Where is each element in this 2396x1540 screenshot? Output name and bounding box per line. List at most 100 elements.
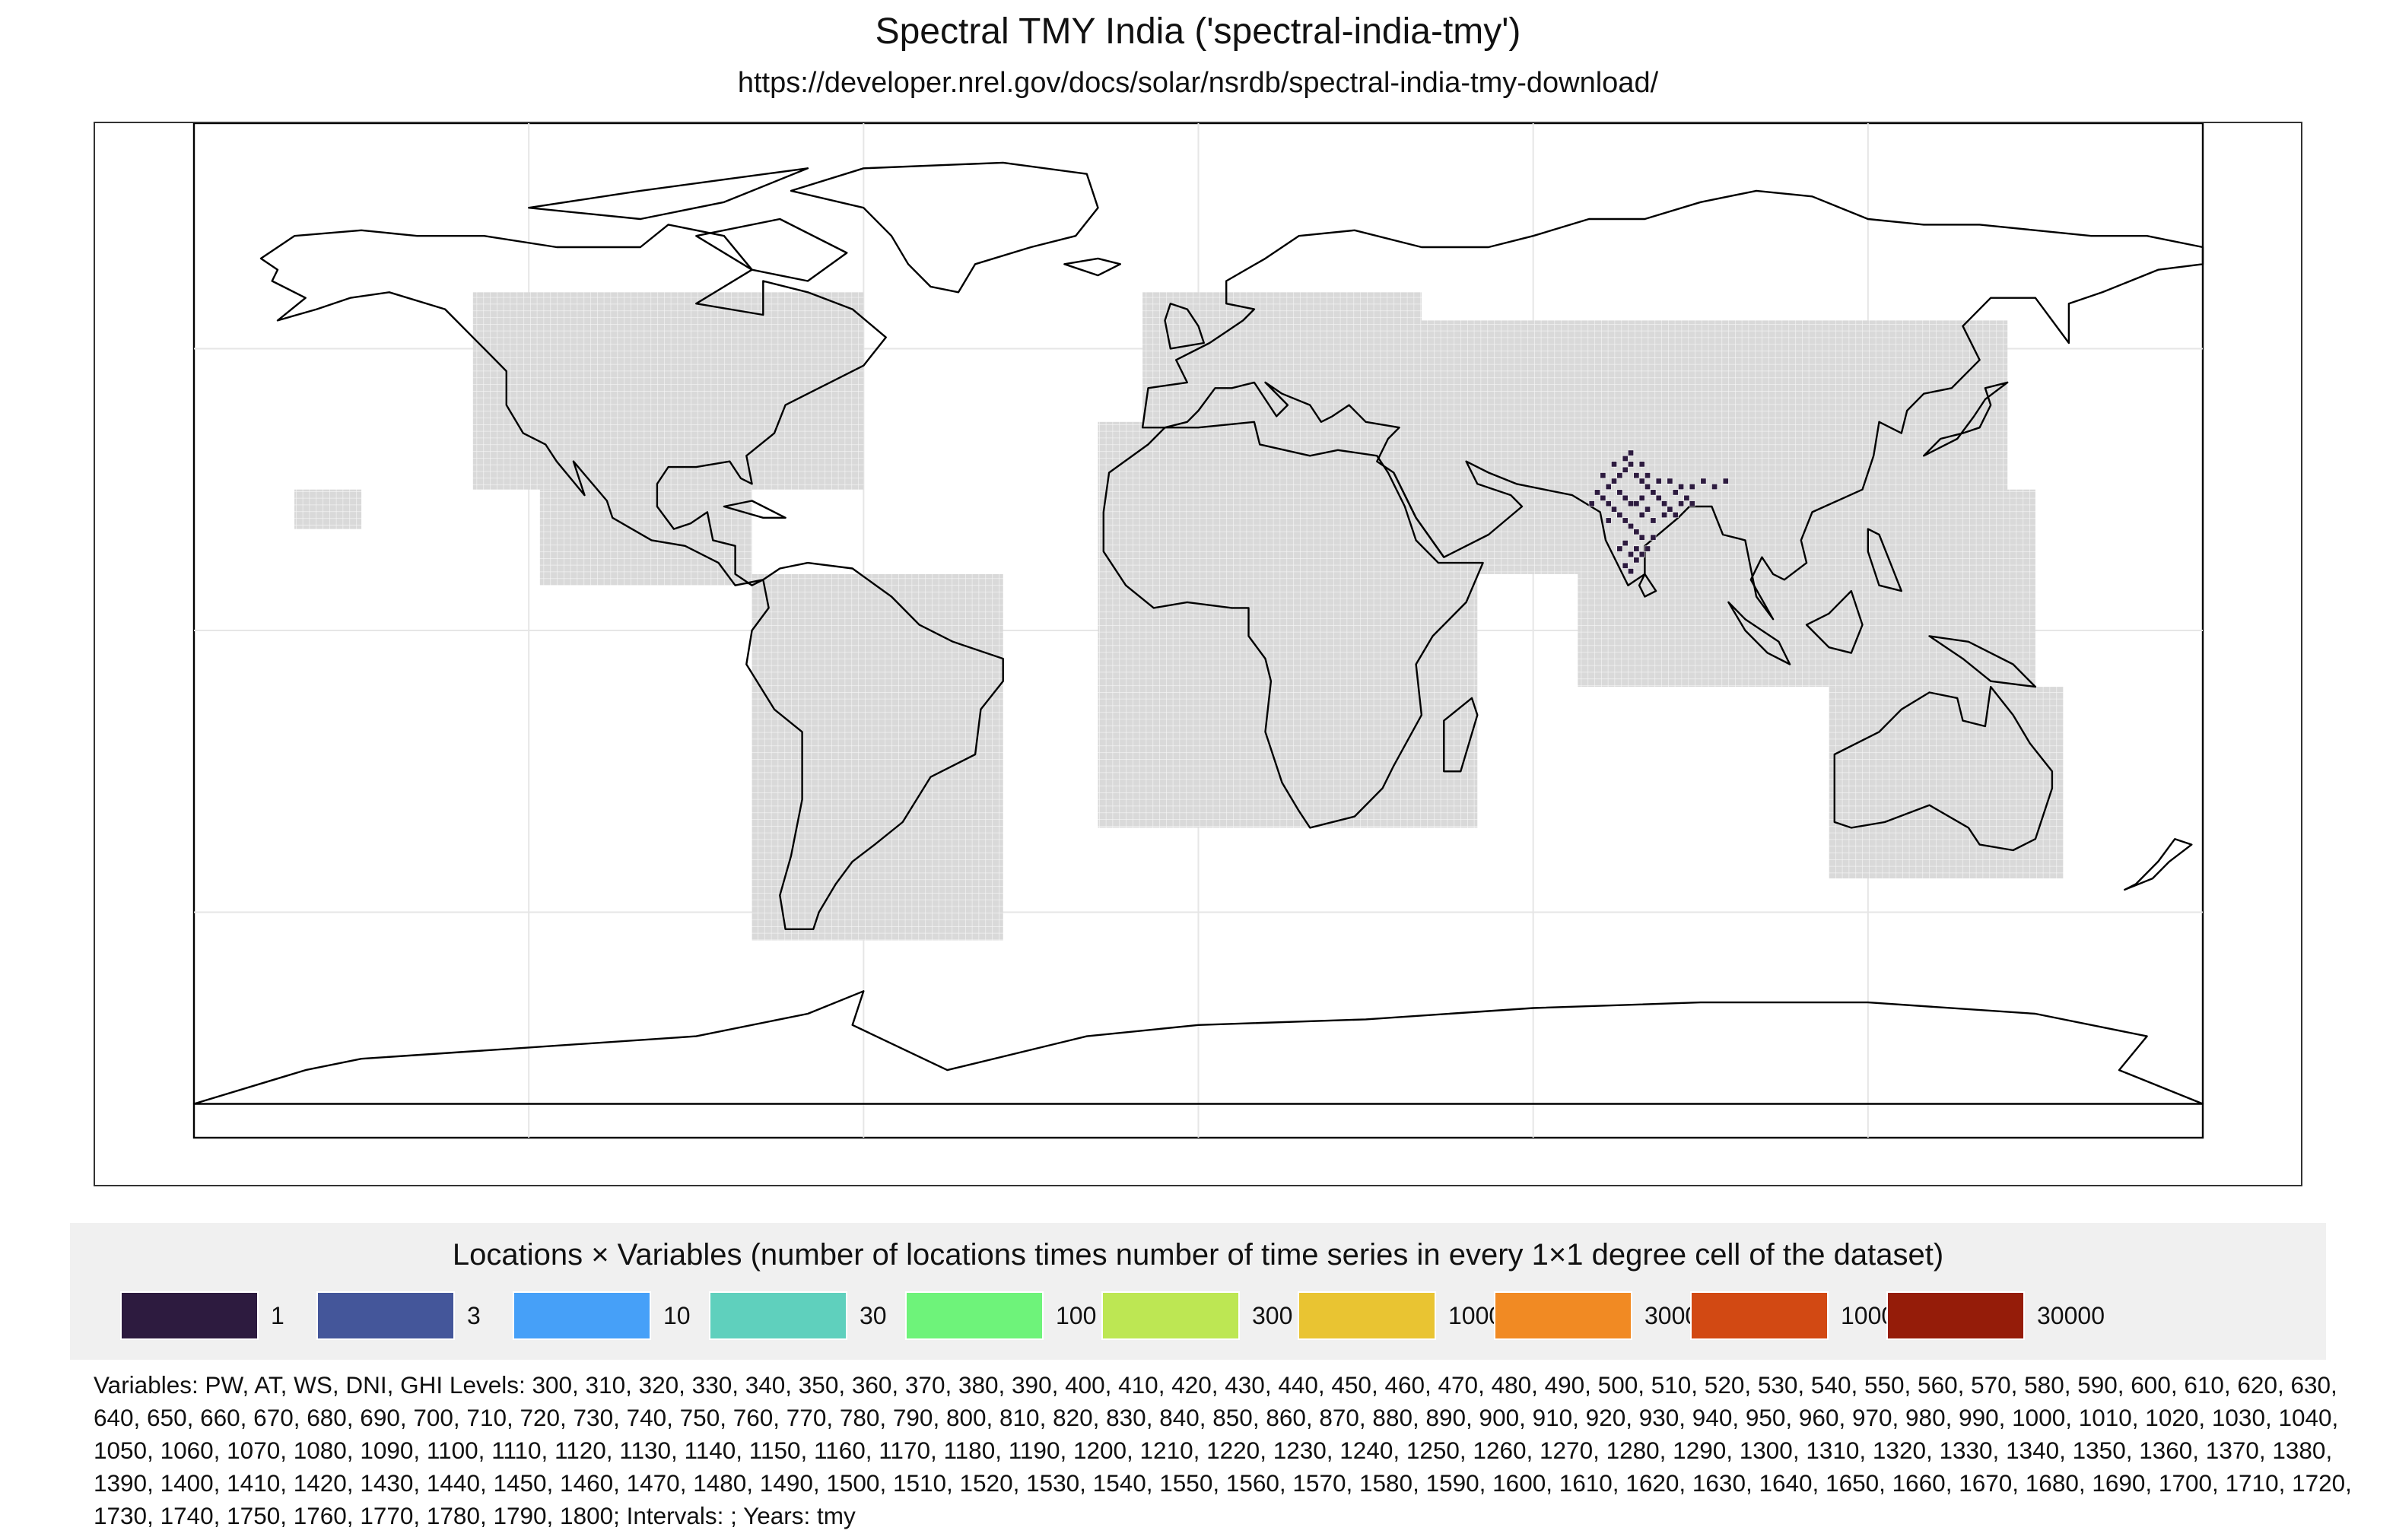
data-cell [1633, 500, 1640, 507]
data-cell [1644, 545, 1651, 552]
data-cell [1638, 478, 1645, 484]
coastline-greenland [790, 161, 1099, 294]
coastline-cuba [723, 500, 786, 519]
data-cell [1628, 551, 1635, 557]
coverage-block [472, 292, 864, 490]
world-map [192, 123, 2204, 1139]
coastline-sri-lanka [1638, 573, 1657, 598]
legend-swatch [120, 1291, 259, 1340]
legend-label: 1 [271, 1302, 284, 1329]
coverage-block [1142, 292, 1422, 428]
data-cell [1678, 484, 1685, 491]
data-cell [1644, 484, 1651, 491]
data-cell [1672, 489, 1679, 496]
legend-swatch [1886, 1291, 2025, 1340]
data-cell [1638, 512, 1645, 519]
data-cell [1628, 500, 1635, 507]
data-cell [1628, 522, 1635, 529]
data-cell [1638, 461, 1645, 468]
coastline-sumatra [1727, 601, 1791, 665]
data-cell [1638, 551, 1645, 557]
data-cells [1588, 449, 1729, 575]
data-cell [1605, 517, 1612, 524]
coastline-north-america [259, 224, 887, 586]
data-cell [1594, 489, 1601, 496]
coverage-block [1098, 421, 1478, 828]
data-cell [1644, 472, 1651, 479]
data-cell [1655, 494, 1662, 501]
coastline-iceland [1063, 257, 1122, 277]
coastline-philippines [1867, 528, 1903, 592]
legend-label: 10 [663, 1302, 691, 1329]
map-frame [94, 122, 2302, 1186]
data-cell [1622, 517, 1629, 524]
coastline-south-america [745, 561, 1004, 931]
coastline-madagascar [1443, 697, 1479, 773]
legend: Locations × Variables (number of locatio… [70, 1223, 2326, 1360]
data-cell [1722, 478, 1729, 484]
legend-swatch [1101, 1291, 1240, 1340]
data-cell [1650, 517, 1657, 524]
coastline-great-britain [1164, 302, 1206, 350]
coastline-new-zealand [2124, 838, 2193, 891]
coastline-africa [1102, 421, 1484, 829]
coastline-borneo [1805, 589, 1864, 654]
data-cell [1605, 500, 1612, 507]
data-cell [1605, 484, 1612, 491]
data-cell [1628, 449, 1635, 456]
legend-swatch [1494, 1291, 1632, 1340]
data-cell [1622, 455, 1629, 462]
coverage-block [1829, 687, 2064, 879]
chart-title: Spectral TMY India ('spectral-india-tmy'… [875, 11, 1521, 52]
legend-label: 300 [1252, 1302, 1293, 1329]
data-cell [1689, 500, 1695, 507]
data-cell [1672, 512, 1679, 519]
data-cell [1661, 512, 1668, 519]
legend-swatch [905, 1291, 1044, 1340]
coastline-antarctica [192, 990, 2204, 1105]
data-cell [1655, 478, 1662, 484]
chart-subtitle: https://developer.nrel.gov/docs/solar/ns… [737, 67, 1659, 99]
legend-label: 30000 [2037, 1302, 2105, 1329]
data-cell [1628, 568, 1635, 575]
legend-swatch [1298, 1291, 1436, 1340]
data-cell [1622, 562, 1629, 569]
data-cell [1588, 500, 1595, 507]
data-cell [1689, 484, 1695, 491]
data-cell [1633, 557, 1640, 564]
data-cell [1650, 534, 1657, 541]
data-cell [1683, 494, 1690, 501]
legend-swatch [316, 1291, 455, 1340]
data-cell [1611, 478, 1618, 484]
coverage-block [752, 573, 1003, 941]
data-cell [1678, 500, 1685, 507]
data-cell [1622, 540, 1629, 547]
legend-swatch [513, 1291, 651, 1340]
coastlines [192, 161, 2204, 1105]
legend-swatch [709, 1291, 847, 1340]
data-cell [1611, 506, 1618, 513]
data-cell [1633, 545, 1640, 552]
coverage-block [294, 489, 362, 529]
coastline-arabian-peninsula-interior [1393, 472, 1445, 558]
data-cell [1667, 478, 1673, 484]
data-cell [1644, 506, 1651, 513]
data-cell [1638, 534, 1645, 541]
data-cell [1633, 529, 1640, 535]
data-cell [1616, 489, 1623, 496]
coastline-eurasia [1141, 189, 2204, 621]
footer-caption: Variables: PW, AT, WS, DNI, GHI Levels: … [94, 1371, 2352, 1529]
data-cell [1661, 500, 1668, 507]
legend-label: 1000 [1448, 1302, 1503, 1329]
data-cell [1667, 506, 1673, 513]
data-cell [1611, 461, 1618, 468]
coverage-block [1578, 489, 2035, 687]
legend-label: 3000 [1644, 1302, 1699, 1329]
data-cell [1600, 494, 1606, 501]
data-cell [1638, 494, 1645, 501]
legend-label: 3 [467, 1302, 481, 1329]
coastline-arctic-islands [528, 167, 809, 221]
data-cell [1616, 472, 1623, 479]
data-cell [1628, 461, 1635, 468]
legend-label: 30 [860, 1302, 887, 1329]
